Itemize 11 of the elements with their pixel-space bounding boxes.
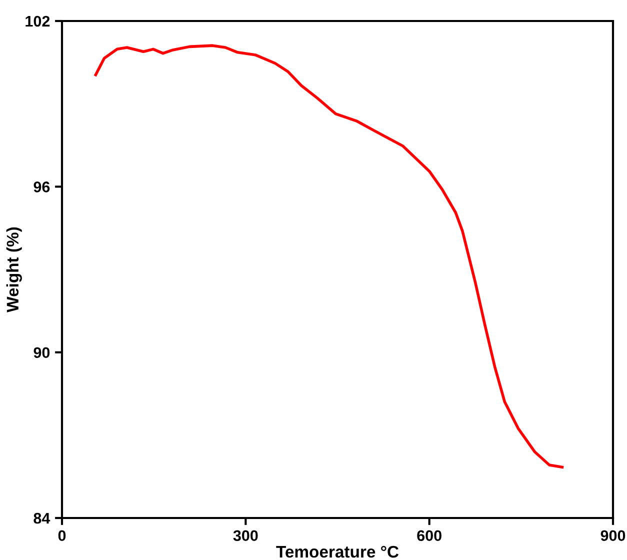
x-axis-title: Temoerature °C	[276, 546, 399, 558]
x-tick-label: 600	[417, 530, 442, 542]
x-tick-label: 300	[233, 530, 258, 542]
y-tick-label: 90	[34, 347, 50, 358]
line-series	[94, 44, 564, 469]
x-tick-label: 900	[600, 530, 626, 542]
y-tick-label: 96	[34, 182, 50, 192]
y-tick-label: 84	[34, 512, 50, 524]
x-tick-label: 0	[58, 530, 66, 542]
y-axis-title: Weight (%)	[6, 227, 22, 312]
y-tick-label: 102	[26, 16, 50, 27]
